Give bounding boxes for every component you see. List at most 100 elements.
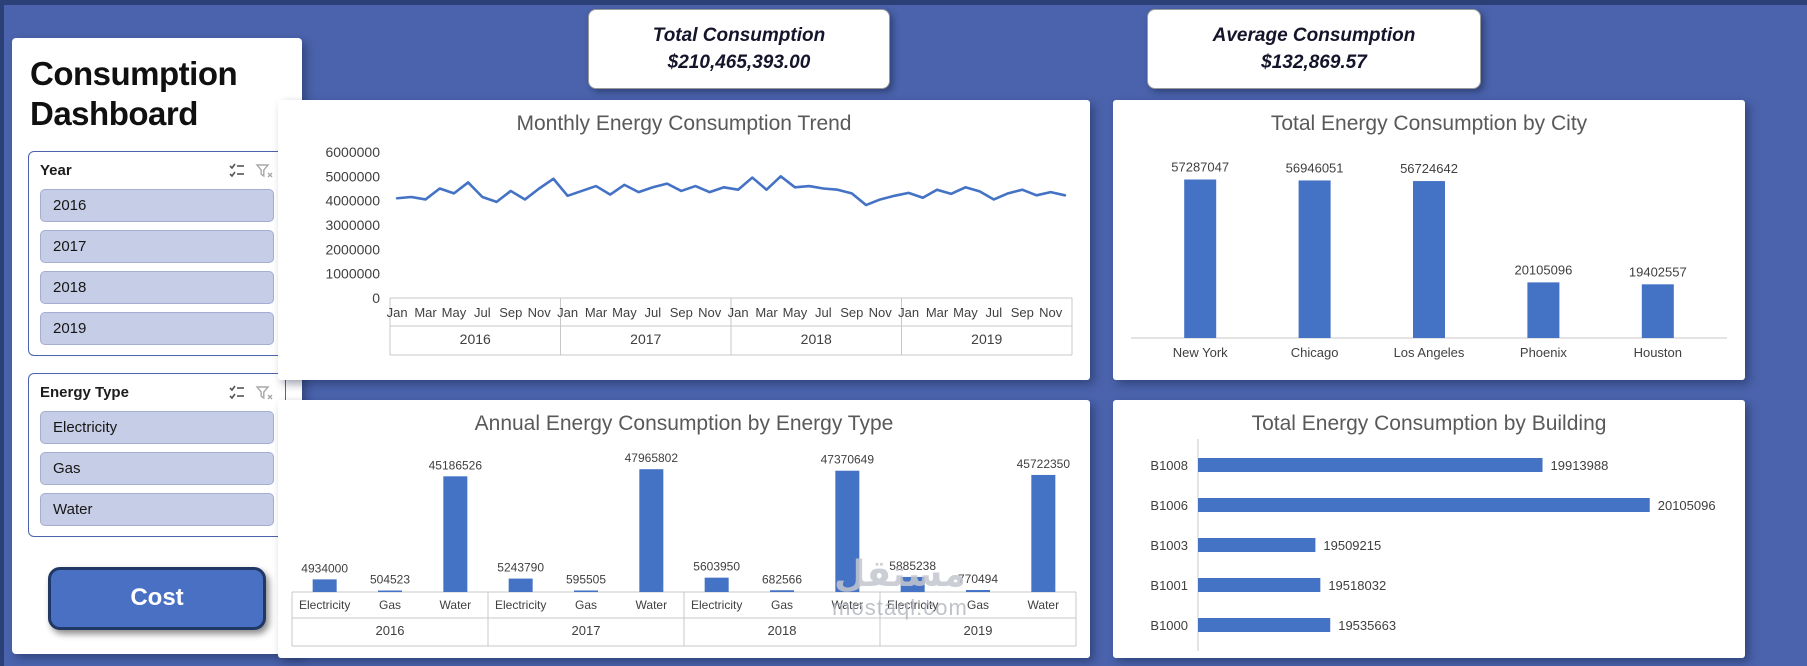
svg-text:Water: Water (1028, 598, 1060, 612)
monthly-trend-svg: 0 1000000 2000000 3000000 4000000 5000000 6000… (325, 144, 1073, 356)
chart-card-energy-type: Annual Energy Consumption by Energy Type… (278, 400, 1090, 658)
svg-text:Electricity: Electricity (299, 598, 350, 612)
svg-text:Jan: Jan (898, 305, 919, 320)
svg-text:45186526: 45186526 (429, 458, 483, 472)
slicer-item-2016[interactable]: 2016 (40, 188, 274, 222)
svg-text:B1000: B1000 (1150, 618, 1188, 633)
svg-text:Jul: Jul (645, 305, 662, 320)
svg-text:2016: 2016 (376, 623, 405, 638)
svg-text:Jan: Jan (557, 305, 578, 320)
svg-text:19535663: 19535663 (1338, 618, 1396, 633)
svg-text:2017: 2017 (572, 623, 601, 638)
svg-text:Phoenix: Phoenix (1520, 345, 1567, 360)
kpi-value: $132,869.57 (1261, 51, 1367, 73)
svg-text:Sep: Sep (1011, 305, 1034, 320)
svg-text:Electricity: Electricity (691, 598, 742, 612)
svg-text:595505: 595505 (566, 572, 606, 586)
svg-text:57287047: 57287047 (1171, 160, 1229, 175)
svg-text:5243790: 5243790 (497, 561, 544, 575)
svg-text:4000000: 4000000 (325, 193, 380, 209)
svg-text:Gas: Gas (771, 598, 793, 612)
chart-title: Total Energy Consumption by Building (1251, 412, 1607, 435)
energy-type-slicer-title: Energy Type (40, 384, 129, 401)
slicer-item-2018[interactable]: 2018 (40, 270, 274, 304)
chart-card-monthly-trend: Monthly Energy Consumption Trend 0 100000… (278, 100, 1090, 380)
svg-text:19509215: 19509215 (1323, 538, 1381, 553)
window-left-edge (0, 0, 4, 666)
svg-text:682566: 682566 (762, 572, 802, 586)
svg-text:Gas: Gas (575, 598, 597, 612)
svg-text:Nov: Nov (869, 305, 893, 320)
svg-text:Gas: Gas (967, 598, 989, 612)
svg-text:Jan: Jan (387, 305, 408, 320)
svg-text:20105096: 20105096 (1658, 498, 1716, 513)
monthly-trend-chart: 0 1000000 2000000 3000000 4000000 5000000 6000… (278, 100, 1090, 380)
svg-text:Nov: Nov (698, 305, 722, 320)
svg-text:19402557: 19402557 (1629, 264, 1687, 279)
svg-text:Water: Water (440, 598, 472, 612)
year-slicer-items: 2016 2017 2018 2019 (40, 188, 274, 345)
svg-text:Sep: Sep (670, 305, 693, 320)
clear-filter-icon[interactable] (254, 161, 274, 181)
kpi-value: $210,465,393.00 (667, 51, 811, 73)
svg-text:45722350: 45722350 (1017, 457, 1071, 471)
svg-text:Sep: Sep (499, 305, 522, 320)
multi-select-icon[interactable] (227, 383, 247, 403)
svg-text:56724642: 56724642 (1400, 161, 1458, 176)
svg-text:504523: 504523 (370, 573, 410, 587)
svg-text:Jul: Jul (986, 305, 1003, 320)
energy-type-chart: 4934000 Electricity 504523 Gas 45186526 Water… (278, 400, 1090, 658)
svg-text:19518032: 19518032 (1328, 578, 1386, 593)
svg-text:Mar: Mar (414, 305, 437, 320)
clear-filter-icon[interactable] (254, 383, 274, 403)
building-chart: B1008 19913988 B1006 20105096 B1003 19509215 B… (1113, 400, 1745, 658)
svg-text:Mar: Mar (585, 305, 608, 320)
svg-text:May: May (442, 305, 467, 320)
svg-text:20105096: 20105096 (1514, 262, 1572, 277)
slicer-item-water[interactable]: Water (40, 492, 274, 526)
svg-text:Electricity: Electricity (495, 598, 546, 612)
svg-text:3000000: 3000000 (325, 217, 380, 233)
svg-text:5000000: 5000000 (325, 168, 380, 184)
svg-text:1000000: 1000000 (325, 266, 380, 282)
svg-text:May: May (612, 305, 637, 320)
energy-type-slicer-header: Energy Type (40, 383, 274, 403)
chart-card-city: Total Energy Consumption by City 5728704… (1113, 100, 1745, 380)
slicer-item-electricity[interactable]: Electricity (40, 410, 274, 444)
year-slicer-header: Year (40, 161, 274, 181)
slicer-item-gas[interactable]: Gas (40, 451, 274, 485)
svg-text:New York: New York (1173, 345, 1228, 360)
svg-text:2019: 2019 (971, 331, 1002, 347)
svg-text:Gas: Gas (379, 598, 401, 612)
kpi-card-total-consumption: Total Consumption $210,465,393.00 (588, 9, 890, 89)
svg-text:B1001: B1001 (1150, 578, 1188, 593)
slicer-item-2017[interactable]: 2017 (40, 229, 274, 263)
svg-text:4934000: 4934000 (301, 561, 348, 575)
svg-text:Nov: Nov (528, 305, 552, 320)
chart-card-building: Total Energy Consumption by Building B10… (1113, 400, 1745, 658)
svg-text:Jan: Jan (728, 305, 749, 320)
multi-select-icon[interactable] (227, 161, 247, 181)
svg-text:2018: 2018 (801, 331, 832, 347)
svg-text:Houston: Houston (1634, 345, 1682, 360)
kpi-title: Total Consumption (652, 24, 826, 46)
svg-text:Water: Water (832, 598, 864, 612)
year-slicer-title: Year (40, 162, 72, 179)
chart-title: Annual Energy Consumption by Energy Type (474, 412, 894, 435)
svg-text:Sep: Sep (840, 305, 863, 320)
svg-text:2019: 2019 (964, 623, 993, 638)
svg-text:2016: 2016 (460, 331, 491, 347)
slicer-item-2019[interactable]: 2019 (40, 311, 274, 345)
svg-text:47965802: 47965802 (625, 451, 679, 465)
sidebar-panel: Consumption Dashboard Year 2016 2017 2018 2… (12, 38, 302, 654)
svg-text:56946051: 56946051 (1286, 160, 1344, 175)
svg-text:770494: 770494 (958, 572, 998, 586)
svg-text:5885238: 5885238 (889, 559, 936, 573)
svg-text:19913988: 19913988 (1551, 458, 1609, 473)
building-svg: B1008 19913988 B1006 20105096 B1003 19509215 B… (1150, 439, 1716, 651)
kpi-card-average-consumption: Average Consumption $132,869.57 (1147, 9, 1481, 89)
svg-text:Jul: Jul (474, 305, 491, 320)
cost-button[interactable]: Cost (48, 566, 266, 630)
window-top-edge (0, 0, 1807, 5)
